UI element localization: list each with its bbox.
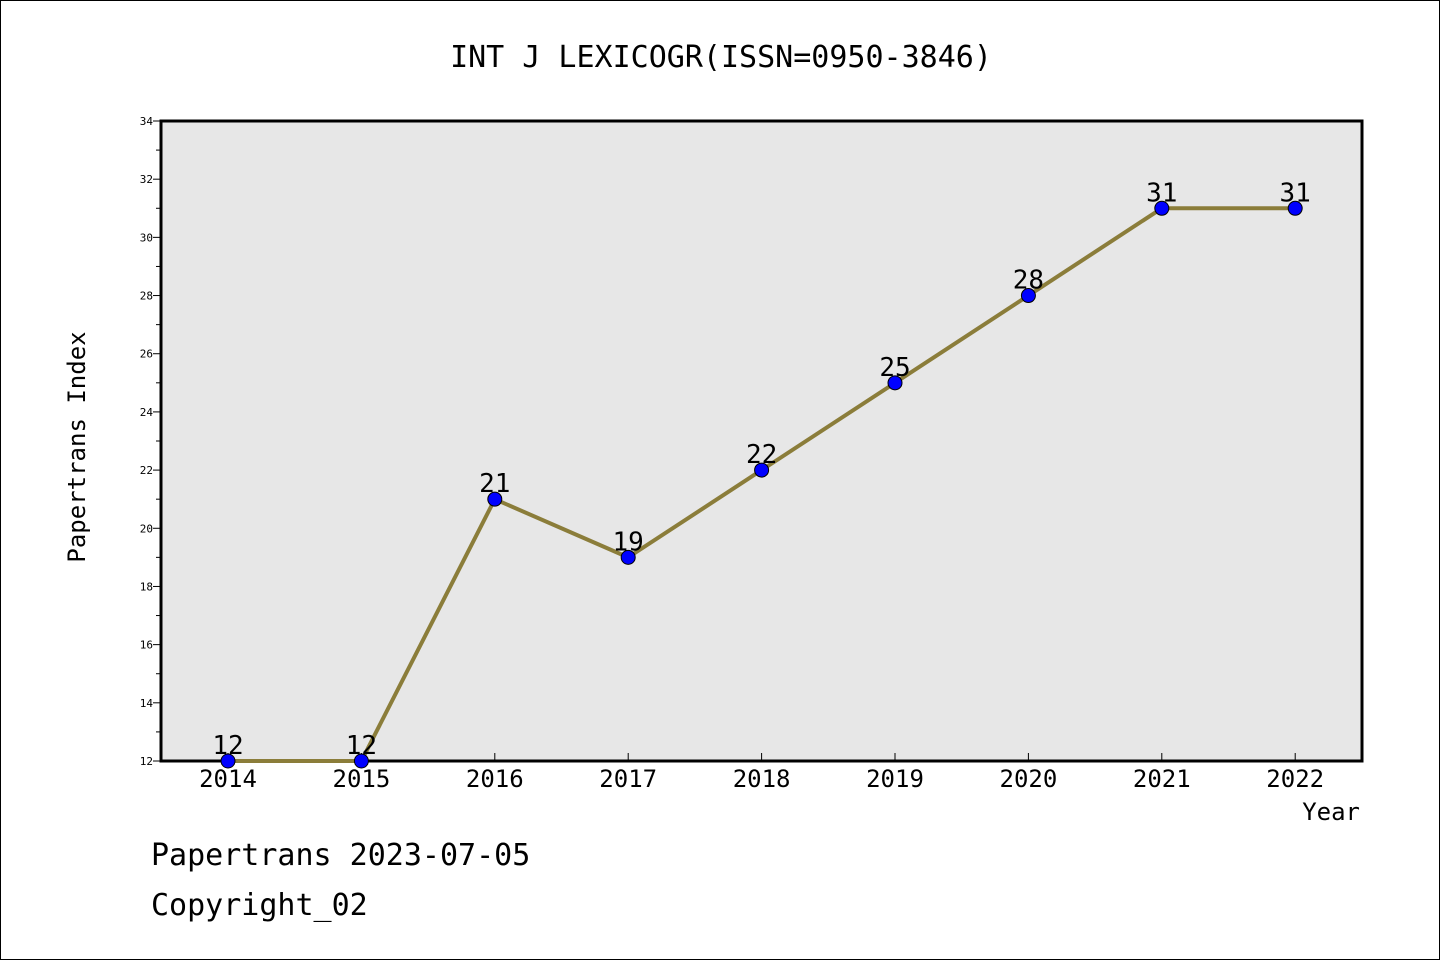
data-label: 21 [479, 469, 510, 499]
y-tick-label: 32 [140, 173, 153, 186]
x-tick-label: 2017 [599, 765, 657, 793]
data-label: 28 [1013, 266, 1044, 296]
y-tick-label: 22 [140, 464, 153, 477]
data-point [353, 753, 369, 769]
y-tick-label: 24 [140, 406, 154, 419]
data-point [887, 375, 903, 391]
chart-title: INT J LEXICOGR(ISSN=0950-3846) [450, 40, 992, 75]
y-tick-label: 30 [140, 231, 153, 244]
y-tick-label: 18 [140, 580, 153, 593]
series-layer: 12 12 21 19 22 25 28 31 31 [212, 178, 1311, 769]
y-tick-label: 34 [140, 115, 154, 128]
y-tick-label: 12 [140, 755, 153, 768]
x-tick-label: 2014 [199, 765, 257, 793]
x-tick-label: 2021 [1133, 765, 1191, 793]
x-tick-label: 2015 [333, 765, 391, 793]
x-tick-label: 2019 [866, 765, 924, 793]
x-tick-label: 2022 [1266, 765, 1324, 793]
data-point [1020, 288, 1036, 304]
y-tick-label: 20 [140, 522, 153, 535]
footer-date: Papertrans 2023-07-05 [151, 838, 530, 873]
x-axis-label: Year [1302, 798, 1360, 826]
y-axis: 12 14 16 18 20 22 24 26 28 30 32 34 [140, 115, 161, 768]
x-tick-label: 2016 [466, 765, 524, 793]
x-tick-label: 2020 [1000, 765, 1058, 793]
data-point [620, 549, 636, 565]
data-label: 31 [1146, 178, 1177, 208]
y-tick-label: 28 [140, 290, 153, 303]
data-point [487, 491, 503, 507]
data-label: 12 [346, 731, 377, 761]
y-tick-label: 16 [140, 639, 153, 652]
data-label: 19 [613, 527, 644, 557]
data-label: 25 [879, 353, 910, 383]
y-axis-label: Papertrans Index [63, 331, 91, 562]
y-tick-label: 26 [140, 348, 153, 361]
data-point [1287, 200, 1303, 216]
data-point [754, 462, 770, 478]
data-label: 12 [212, 731, 243, 761]
footer-copyright: Copyright_02 [151, 888, 368, 923]
y-tick-label: 14 [140, 697, 154, 710]
data-label: 31 [1280, 178, 1311, 208]
x-tick-label: 2018 [733, 765, 791, 793]
plot-area [159, 119, 1364, 763]
x-axis: 2014 2015 2016 2017 2018 2019 2020 2021 2022 [199, 753, 1324, 793]
data-point [220, 753, 236, 769]
data-point [1154, 200, 1170, 216]
data-label: 22 [746, 440, 777, 470]
